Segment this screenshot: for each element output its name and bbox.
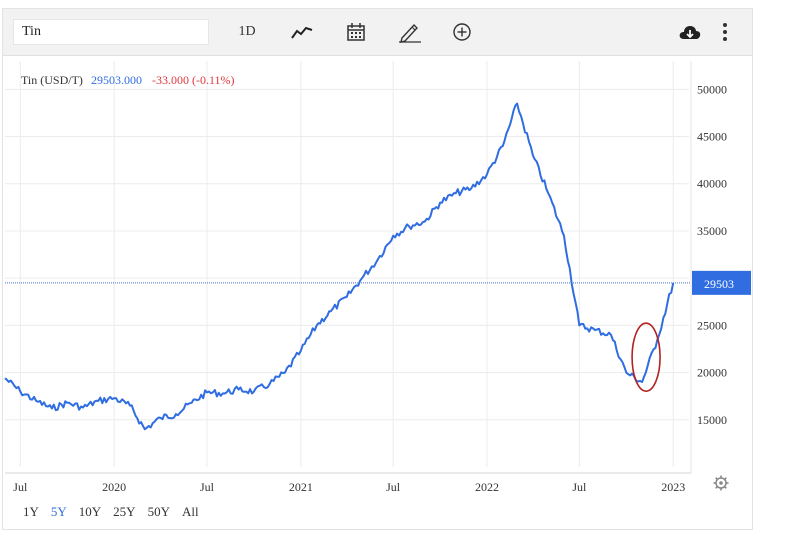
x-tick-label-4: Jul [386,480,401,494]
chart-grid [5,61,692,474]
draw-button[interactable] [395,18,425,46]
range-selector: 1Y 5Y 10Y 25Y 50Y All [23,504,211,520]
legend-symbol: Tin (USD/T) [21,73,83,87]
range-button-50y[interactable]: 50Y [147,504,170,519]
x-tick-label-6: Jul [572,480,587,494]
x-tick-label-7: 2023 [661,480,685,494]
last-value-box [692,270,751,295]
line-chart-icon [291,26,313,39]
range-button-5y[interactable]: 5Y [50,504,67,519]
calendar-icon [347,23,365,41]
annotation-ellipse [631,322,661,392]
menu-button[interactable] [715,18,735,46]
cloud-download-icon [679,26,701,39]
vertical-dots-icon [723,23,727,41]
settings-icon[interactable] [713,475,729,491]
y-tick-label-5: 40000 [697,177,727,191]
add-indicator-button[interactable] [447,18,477,46]
x-tick-label-3: 2021 [289,480,313,494]
range-button-1y[interactable]: 1Y [23,504,39,519]
y-axis: 1500020000250003000035000400004500050000 [697,82,727,426]
last-value-label: 29503 [704,277,734,291]
x-tick-label-0: Jul [13,480,28,494]
calendar-button[interactable] [341,18,371,46]
y-tick-label-6: 45000 [697,130,727,144]
x-tick-label-5: 2022 [475,480,499,494]
y-tick-label-0: 15000 [697,413,727,427]
price-chart[interactable]: Tin (USD/T) 29503.000 -33.000 (-0.11%) 1… [3,9,752,529]
x-tick-label-1: 2020 [102,480,126,494]
y-tick-label-7: 50000 [697,82,727,96]
chart-toolbar: 1D [3,9,752,56]
interval-button[interactable]: 1D [238,24,256,39]
range-button-25y[interactable]: 25Y [113,504,136,519]
chart-type-button[interactable] [287,18,317,46]
y-tick-label-4: 35000 [697,224,727,238]
range-button-10y[interactable]: 10Y [78,504,102,519]
y-tick-label-1: 20000 [697,366,727,380]
legend-change: -33.000 (-0.11%) [152,73,235,87]
symbol-input[interactable] [13,19,209,45]
plus-circle-icon [453,23,471,41]
download-button[interactable] [675,18,705,46]
series-line-tin [4,102,675,431]
x-tick-label-2: Jul [200,480,215,494]
x-axis: Jul 2020 Jul 2021 Jul 2022 Jul 2023 [13,480,685,494]
range-button-all[interactable]: All [181,504,199,519]
y-tick-label-2: 25000 [697,318,727,332]
pencil-icon [399,23,421,43]
legend-price: 29503.000 [91,73,142,87]
chart-widget: 1D [2,8,753,530]
